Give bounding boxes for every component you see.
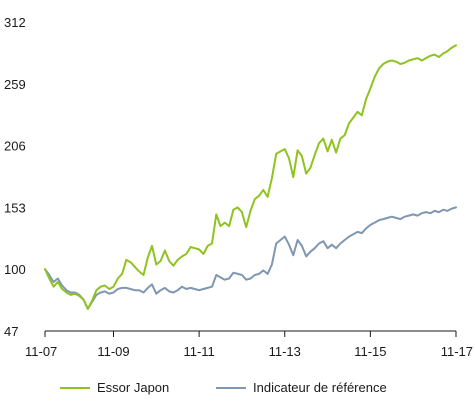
y-tick-label: 100 [4,262,26,277]
x-tick-label: 11-15 [354,344,386,359]
series-line [44,206,457,310]
x-tick-label: 11-17 [441,344,473,359]
legend-label: Essor Japon [97,380,169,395]
series-line [44,44,457,310]
y-tick-label: 153 [4,200,26,215]
x-tick-label: 11-11 [183,344,214,359]
x-tick-label: 11-09 [97,344,129,359]
series-lines [44,44,457,310]
y-axis: 47 100 153 206 259 312 [4,15,26,339]
legend-label: Indicateur de référence [253,380,387,395]
x-axis: 11-07 11-09 11-11 11-13 11-15 11-17 [25,330,473,359]
y-tick-label: 259 [4,77,26,92]
y-tick-label: 47 [4,324,18,339]
y-tick-label: 312 [4,15,26,30]
y-tick-label: 206 [4,139,26,154]
x-tick-label: 11-13 [269,344,301,359]
x-tick-label: 11-07 [25,344,57,359]
legend: Essor Japon Indicateur de référence [60,380,387,395]
